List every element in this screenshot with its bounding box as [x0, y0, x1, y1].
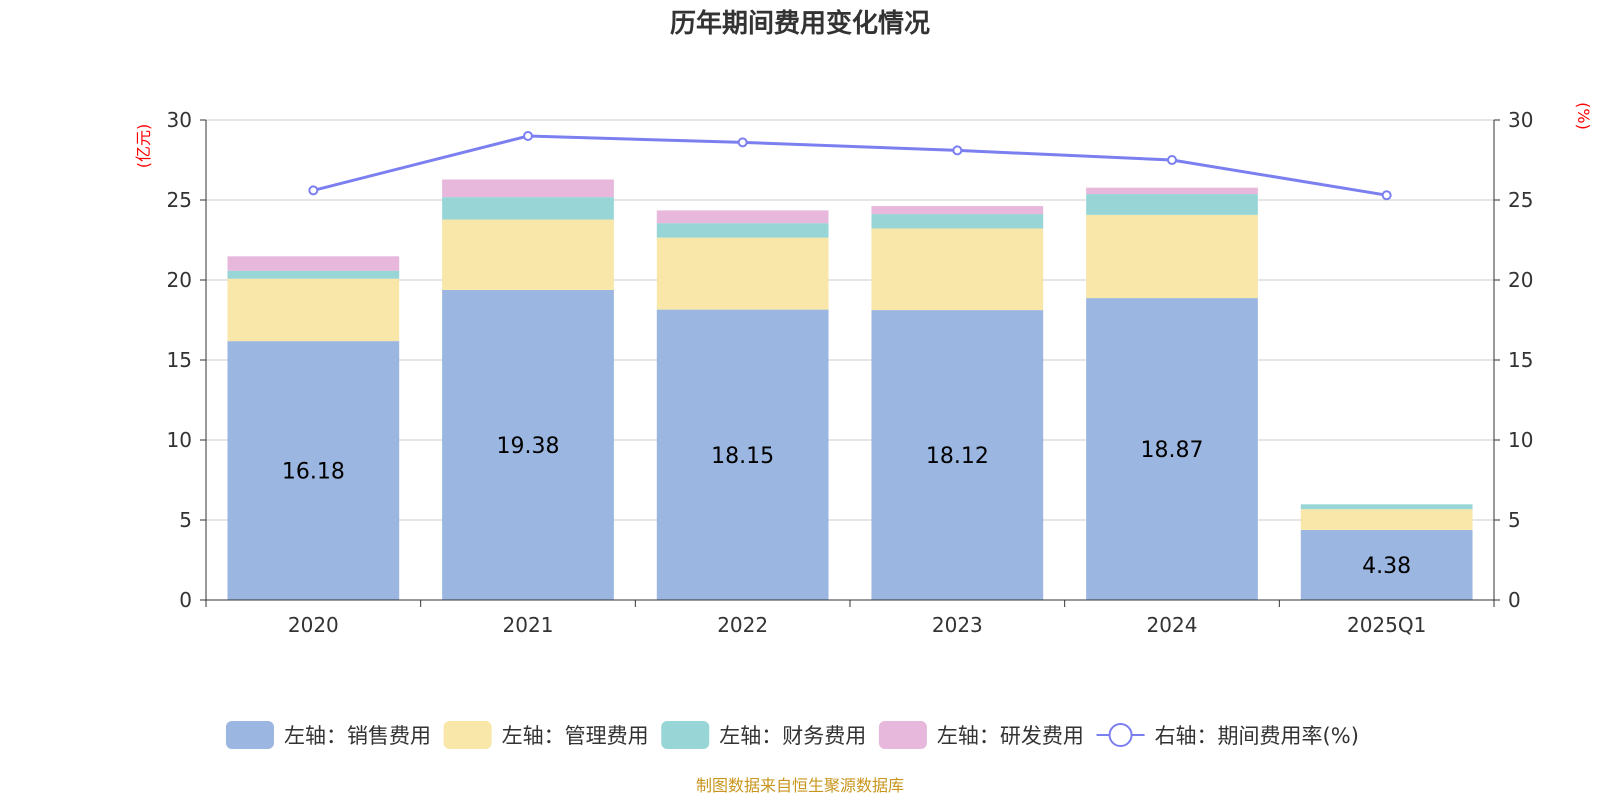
bar-segment: [871, 214, 1044, 229]
rate-line: [308, 131, 1392, 201]
left-tick-label: 30: [167, 108, 192, 132]
chart-title: 历年期间费用变化情况: [670, 8, 930, 39]
bar-segment: [871, 310, 1044, 600]
bar-segment: [227, 256, 400, 271]
legend-swatch: [878, 721, 927, 749]
rate-point: [523, 131, 533, 141]
axes: 0 5 10 15 20 25 30 0 5 10 15 20 25 30 2020 2021 2022 2023…: [167, 108, 1534, 637]
legend-label: 右轴：期间费用率(%): [1155, 724, 1359, 748]
bar-segment: [1300, 529, 1473, 600]
category-label: 2025Q1: [1347, 613, 1426, 637]
right-tick-label: 15: [1508, 348, 1533, 372]
bar-value-label: 18.12: [926, 444, 989, 469]
legend-label: 左轴：销售费用: [284, 724, 431, 748]
left-tick-label: 25: [167, 188, 192, 212]
bar-segment: [1086, 214, 1258, 299]
legend-swatch: [661, 721, 710, 749]
right-tick-label: 0: [1508, 588, 1521, 612]
left-tick-label: 0: [179, 588, 192, 612]
bar-segment: [442, 197, 614, 220]
legend-label: 左轴：财务费用: [719, 724, 866, 748]
category-label: 2020: [288, 613, 339, 637]
bar-segment: [227, 341, 400, 600]
bar-segment: [1086, 187, 1258, 195]
bar-segment: [442, 219, 614, 290]
legend-swatch: [225, 721, 274, 749]
rate-point: [952, 145, 963, 156]
left-tick-label: 20: [167, 268, 192, 292]
category-label: 2023: [932, 613, 983, 637]
rate-point: [1167, 155, 1177, 165]
bar-segment: [442, 179, 614, 198]
rate-point: [737, 137, 748, 148]
bar-segment: [656, 237, 829, 310]
category-label: 2022: [717, 613, 768, 637]
bar-segment: [227, 270, 400, 279]
legend-swatch: [443, 721, 492, 749]
bar-value-label: 16.18: [282, 460, 345, 485]
bars: [227, 179, 1473, 600]
legend-label: 左轴：研发费用: [937, 724, 1084, 748]
bar-segment: [871, 228, 1044, 311]
right-tick-label: 5: [1508, 508, 1521, 532]
bar-segment: [1300, 504, 1473, 510]
legend-label: 左轴：管理费用: [502, 724, 649, 748]
bar-value-label: 18.87: [1141, 438, 1204, 463]
right-tick-label: 10: [1508, 428, 1533, 452]
bar-segment: [1300, 509, 1473, 530]
bar-segment: [227, 278, 400, 342]
left-tick-label: 15: [167, 348, 192, 372]
category-label: 2024: [1147, 613, 1198, 637]
data-labels: 16.18 19.38 18.15 18.12 18.87 4.38: [282, 434, 1411, 579]
bar-segment: [1086, 194, 1258, 215]
grid-lines: [206, 119, 1494, 521]
source-note: 制图数据来自恒生聚源数据库: [696, 776, 904, 795]
right-tick-label: 20: [1508, 268, 1533, 292]
left-tick-label: 5: [179, 508, 192, 532]
legend-marker-swatch: [1108, 723, 1133, 747]
category-label: 2021: [503, 613, 554, 637]
left-tick-label: 10: [167, 428, 192, 452]
bar-segment: [442, 289, 614, 600]
bar-segment: [656, 309, 829, 600]
bar-segment: [656, 223, 829, 238]
bar-value-label: 4.38: [1362, 554, 1411, 579]
left-axis-unit: (亿元): [134, 124, 153, 169]
rate-point: [1381, 190, 1392, 201]
legend: 左轴：销售费用 左轴：管理费用 左轴：财务费用 左轴：研发费用 右轴：期间费用率(%): [225, 721, 1359, 749]
right-tick-label: 30: [1508, 108, 1533, 132]
right-tick-label: 25: [1508, 188, 1533, 212]
bar-segment: [1086, 298, 1258, 600]
bar-value-label: 19.38: [497, 434, 560, 459]
rate-point: [308, 185, 319, 196]
bar-value-label: 18.15: [711, 444, 774, 469]
bar-segment: [656, 210, 829, 224]
right-axis-unit: (%): [1574, 102, 1593, 130]
rate-line-path: [312, 134, 1387, 197]
bar-segment: [871, 206, 1044, 215]
